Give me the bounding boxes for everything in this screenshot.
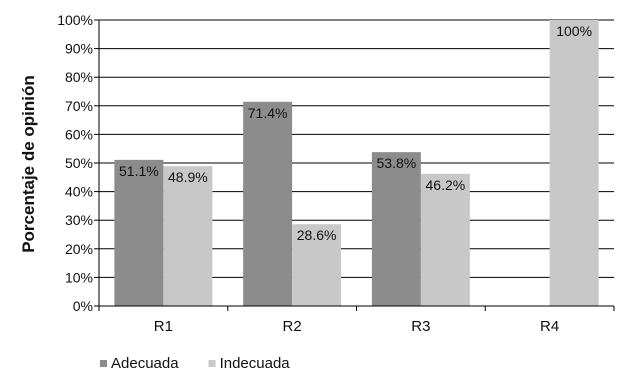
legend-swatch [100,360,107,367]
y-tick-label: 10% [65,269,93,285]
y-tick-label: 60% [65,126,93,142]
legend: Adecuada Indecuada [100,355,290,372]
data-label: 48.9% [168,169,208,185]
legend-swatch [209,360,216,367]
x-tick-label: R3 [411,318,430,335]
bar-adecuada-r2 [243,102,292,306]
x-axis-ticks: R1 R2 R3 R4 [154,318,559,335]
bar-indecuada-r4 [550,20,599,306]
data-label: 46.2% [426,177,466,193]
data-label: 51.1% [119,163,159,179]
y-tick-label: 0% [73,298,93,314]
y-axis-title: Porcentaje de opinión [19,75,38,253]
bar-indecuada-r3 [421,174,470,306]
data-label: 53.8% [377,155,417,171]
bar-adecuada-r3 [372,152,421,306]
data-label: 71.4% [248,105,288,121]
y-tick-label: 100% [57,12,93,28]
data-label: 100% [556,23,592,39]
data-label: 28.6% [297,227,337,243]
x-tick-label: R2 [283,318,302,335]
y-tick-label: 80% [65,69,93,85]
y-tick-label: 70% [65,98,93,114]
x-tick-label: R1 [154,318,173,335]
y-tick-label: 50% [65,155,93,171]
legend-label: Indecuada [220,355,291,372]
bar-indecuada-r1 [163,166,212,306]
legend-label: Adecuada [111,355,179,372]
y-tick-label: 20% [65,241,93,257]
y-tick-label: 40% [65,184,93,200]
x-tick-label: R4 [540,318,559,335]
bar-adecuada-r1 [114,160,163,306]
y-tick-label: 30% [65,212,93,228]
y-tick-label: 90% [65,41,93,57]
y-axis-ticks: 0% 10% 20% 30% 40% 50% 60% 70% 80% 90% 100% [57,12,99,314]
